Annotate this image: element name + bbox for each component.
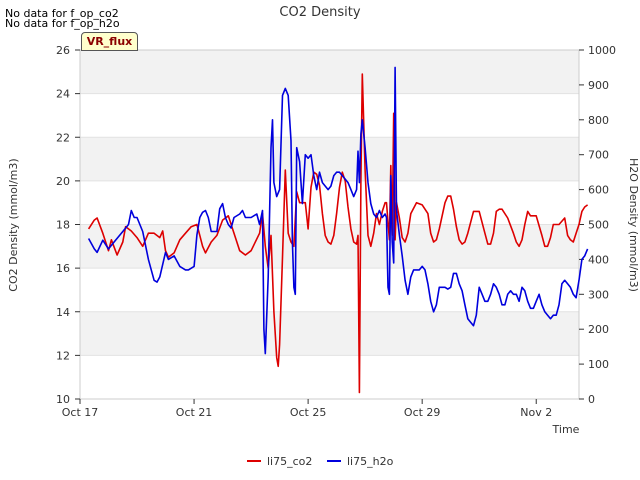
legend-label: li75_h2o <box>347 455 394 468</box>
y-tick-label: 24 <box>56 88 70 101</box>
x-tick-label: Oct 21 <box>176 406 213 419</box>
y-axis-label: CO2 Density (mmol/m3) <box>7 158 20 291</box>
chart-title: CO2 Density <box>279 5 360 20</box>
y2-tick-label: 300 <box>588 288 609 301</box>
y-tick-label: 18 <box>56 219 70 232</box>
y2-tick-label: 1000 <box>588 44 616 57</box>
y2-tick-label: 600 <box>588 184 609 197</box>
no-data-note-h2o: No data for f_op_h2o <box>5 17 120 30</box>
x-tick-label: Oct 17 <box>62 406 99 419</box>
grid-band <box>80 137 579 181</box>
y-tick-label: 10 <box>56 393 70 406</box>
y2-tick-label: 900 <box>588 79 609 92</box>
y-tick-label: 22 <box>56 131 70 144</box>
y-tick-label: 26 <box>56 44 70 57</box>
x-axis: Oct 17 Oct 21 Oct 25 Oct 29 Nov 2 <box>62 399 552 419</box>
y2-tick-label: 0 <box>588 393 595 406</box>
y2-tick-label: 400 <box>588 253 609 266</box>
y-tick-label: 20 <box>56 175 70 188</box>
no-data-note-co2: No data for f_op_co2 <box>5 7 119 20</box>
y-tick-label: 14 <box>56 306 70 319</box>
vr-flux-badge: VR_flux <box>81 32 138 51</box>
y-tick-label: 12 <box>56 349 70 362</box>
grid-band <box>80 224 579 269</box>
y-tick-label: 16 <box>56 262 70 275</box>
legend-label: li75_co2 <box>267 455 312 468</box>
y2-tick-label: 500 <box>588 219 609 232</box>
series-lines <box>87 66 589 394</box>
y2-axis-label: H2O Density (mmol/m3) <box>627 158 640 292</box>
x-tick-label: Oct 29 <box>404 406 441 419</box>
series-line-li75_h2o <box>87 66 589 355</box>
y2-tick-label: 800 <box>588 114 609 127</box>
x-tick-label: Nov 2 <box>520 406 552 419</box>
series-line-li75_co2 <box>87 73 589 394</box>
grid-band <box>80 311 579 356</box>
grid-band <box>80 50 579 94</box>
y2-tick-label: 100 <box>588 358 609 371</box>
legend: li75_co2 li75_h2o <box>247 455 394 468</box>
y-axis-right: 0 100 200 300 400 500 600 700 800 900 1000 <box>579 44 616 406</box>
x-axis-label: Time <box>552 423 580 436</box>
grid-bands <box>80 49 579 400</box>
x-tick-label: Oct 25 <box>290 406 327 419</box>
y2-tick-label: 700 <box>588 149 609 162</box>
y2-tick-label: 200 <box>588 323 609 336</box>
y-axis-left: 10 12 14 16 18 20 22 24 26 <box>56 44 80 406</box>
